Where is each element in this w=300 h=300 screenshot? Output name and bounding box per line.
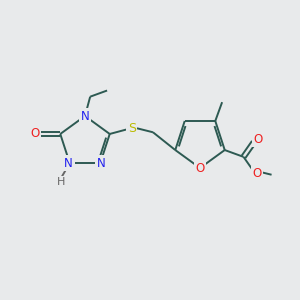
Text: O: O [253, 133, 262, 146]
Text: N: N [97, 157, 106, 169]
Text: N: N [81, 110, 89, 122]
Text: N: N [64, 157, 73, 169]
Text: O: O [252, 167, 262, 180]
Text: O: O [31, 128, 40, 140]
Text: S: S [128, 122, 136, 135]
Text: O: O [195, 161, 205, 175]
Text: H: H [56, 177, 65, 187]
